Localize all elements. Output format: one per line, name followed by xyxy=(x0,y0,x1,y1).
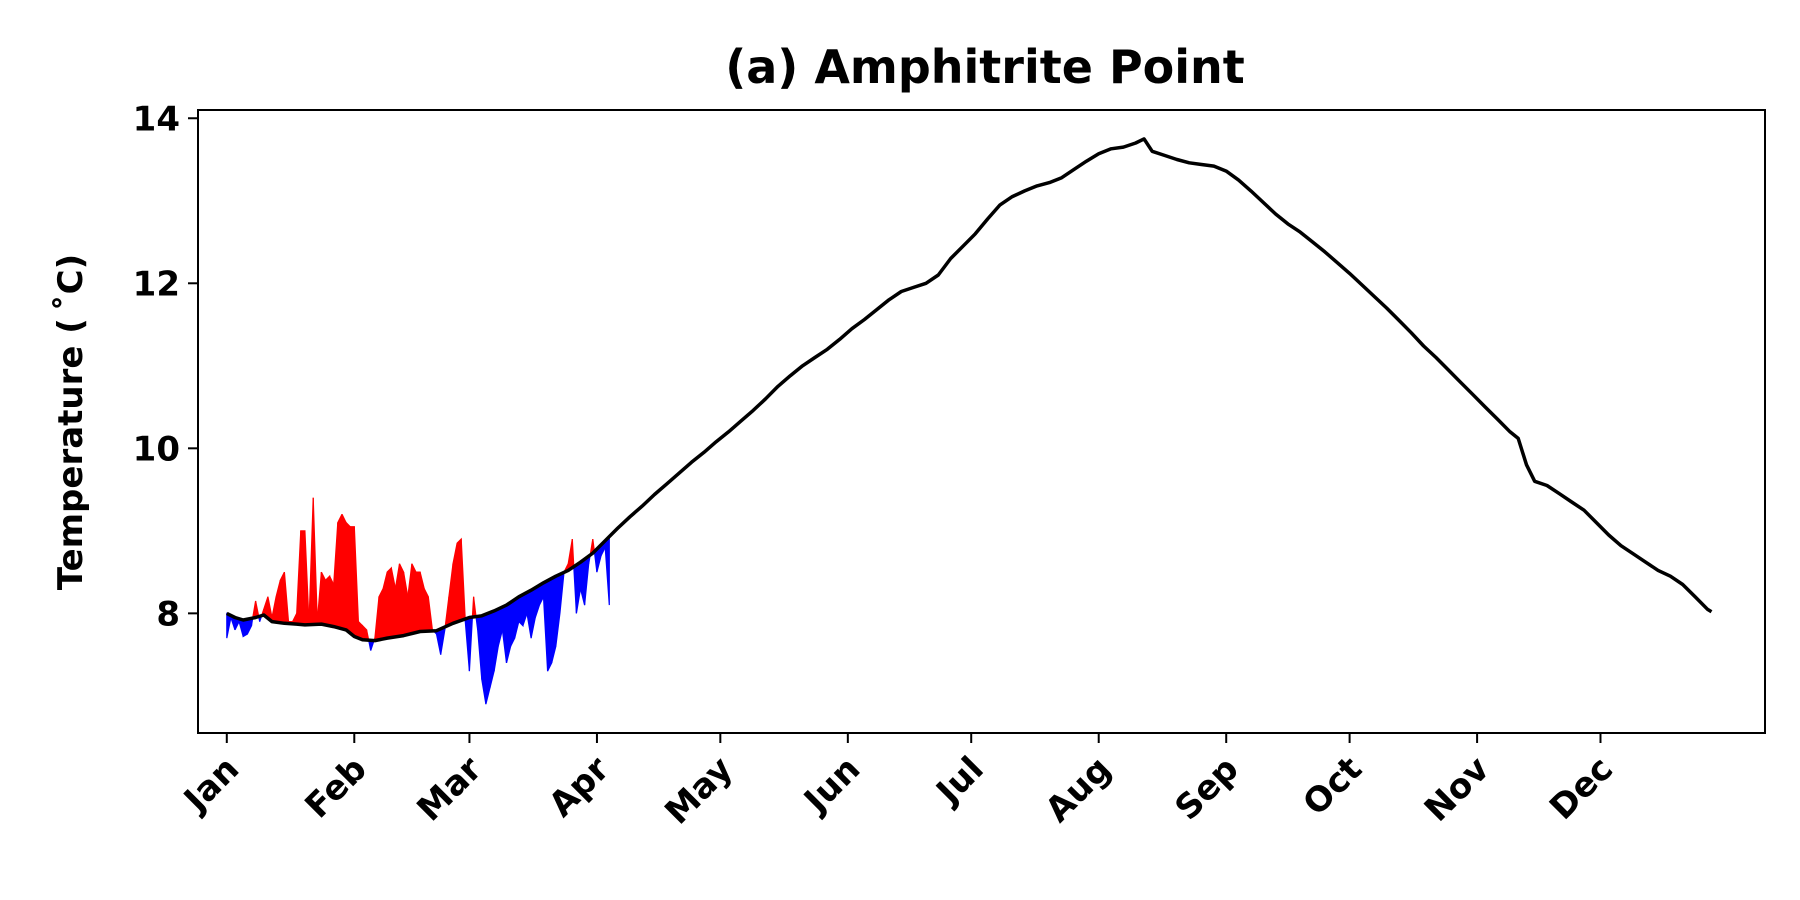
anomaly-below-fill xyxy=(530,586,536,639)
anomaly-above-fill xyxy=(283,572,290,625)
anomaly-above-fill xyxy=(378,588,384,641)
anomaly-above-fill xyxy=(300,530,306,626)
y-tick-label: 10 xyxy=(133,429,180,469)
anomaly-below-fill xyxy=(579,558,586,606)
anomaly-below-fill xyxy=(542,579,549,672)
anomaly-above-fill xyxy=(398,563,405,637)
anomaly-below-fill xyxy=(464,616,470,672)
anomaly-below-fill xyxy=(489,610,495,688)
y-tick-label: 14 xyxy=(133,99,180,139)
anomaly-below-fill xyxy=(468,616,474,672)
anomaly-above-fill xyxy=(415,571,421,634)
anomaly-above-fill xyxy=(329,575,335,628)
chart-title: (a) Amphitrite Point xyxy=(725,40,1245,94)
anomaly-above-fill xyxy=(427,596,433,632)
anomaly-above-fill xyxy=(271,596,277,623)
anomaly-below-fill xyxy=(477,615,483,680)
anomaly-above-fill xyxy=(403,571,409,637)
anomaly-above-fill xyxy=(349,526,355,638)
x-tick-label: Jul xyxy=(928,749,992,813)
climatology-line-layer xyxy=(226,137,1713,643)
x-tick-label: May xyxy=(657,749,740,832)
anomaly-below-fill xyxy=(575,561,582,614)
anomaly-below-fill xyxy=(440,626,446,655)
anomaly-below-fill xyxy=(534,584,541,618)
anomaly-above-fill xyxy=(279,571,285,624)
anomaly-above-fill xyxy=(382,571,388,640)
x-tick-label: Dec xyxy=(1542,749,1621,828)
x-tick-label: Oct xyxy=(1295,749,1369,823)
anomaly-above-fill xyxy=(333,522,339,629)
plot-frame xyxy=(197,109,1766,734)
anomaly-above-fill xyxy=(452,543,458,625)
x-tick-label: Mar xyxy=(410,749,490,829)
y-tick-label: 12 xyxy=(133,264,180,304)
anomaly-above-fill xyxy=(571,539,575,569)
anomaly-above-fill xyxy=(374,596,380,642)
anomaly-above-fill xyxy=(312,497,318,626)
x-tick-label: Nov xyxy=(1417,749,1498,830)
anomaly-below-fill xyxy=(551,575,557,664)
x-tick-label: Jan xyxy=(175,749,247,821)
x-tick-label: Apr xyxy=(541,749,617,825)
climatology-line xyxy=(226,137,1713,643)
anomaly-above-fill xyxy=(473,596,477,618)
anomaly-above-fill xyxy=(304,530,310,626)
anomaly-above-fill xyxy=(448,563,454,627)
anomaly-above-fill xyxy=(390,567,396,639)
anomaly-below-fill xyxy=(518,593,524,628)
anomaly-below-fill xyxy=(526,589,532,639)
anomaly-below-fill xyxy=(242,618,248,638)
anomaly-above-fill xyxy=(341,514,347,631)
anomaly-below-fill xyxy=(497,606,503,647)
anomaly-above-fill xyxy=(419,571,425,633)
x-tick-label: Aug xyxy=(1038,749,1119,830)
anomaly-above-fill xyxy=(411,563,417,635)
anomaly-below-fill xyxy=(505,601,512,664)
anomaly-above-fill xyxy=(456,537,462,623)
anomaly-above-fill xyxy=(353,526,359,639)
anomaly-above-fill xyxy=(345,521,351,635)
y-axis-label: Temperature ( ˚C) xyxy=(51,254,91,590)
x-tick-label: Jun xyxy=(795,749,868,822)
anomaly-below-fill xyxy=(226,612,232,639)
x-tick-label: Sep xyxy=(1167,749,1246,828)
anomaly-below-fill xyxy=(493,608,499,672)
anomaly-below-fill xyxy=(559,571,565,614)
anomaly-below-fill xyxy=(435,627,442,655)
anomaly-above-fill xyxy=(567,539,573,572)
anomaly-below-fill xyxy=(510,598,516,647)
anomaly-above-fill xyxy=(296,530,302,626)
anomaly-above-fill xyxy=(361,624,368,641)
axes: 8 10 12 14 Jan Feb Mar Apr May Jun Jul Aug Sep Oct Nov… xyxy=(133,99,1766,832)
anomaly-below-fill xyxy=(604,535,610,606)
anomaly-fill-layer xyxy=(226,497,610,705)
anomaly-below-fill xyxy=(514,595,520,639)
anomaly-above-fill xyxy=(308,497,314,626)
anomaly-below-fill xyxy=(481,613,487,705)
y-tick-label: 8 xyxy=(156,594,180,634)
anomaly-above-fill xyxy=(460,539,466,622)
x-tick-label: Feb xyxy=(297,749,374,826)
anomaly-below-fill xyxy=(522,591,528,626)
anomaly-above-fill xyxy=(423,588,429,632)
anomaly-below-fill xyxy=(555,573,561,647)
anomaly-below-fill xyxy=(485,611,491,705)
anomaly-above-fill xyxy=(394,563,401,638)
anomaly-below-fill xyxy=(501,604,508,663)
anomaly-below-fill xyxy=(583,554,590,606)
anomaly-above-fill xyxy=(324,574,331,627)
anomaly-above-fill xyxy=(407,563,413,636)
anomaly-above-fill xyxy=(337,514,343,630)
anomaly-above-fill xyxy=(316,572,322,625)
anomaly-above-fill xyxy=(320,571,327,626)
anomaly-above-fill xyxy=(386,566,392,639)
anomaly-above-fill xyxy=(275,580,281,624)
anomaly-below-fill xyxy=(546,577,553,672)
